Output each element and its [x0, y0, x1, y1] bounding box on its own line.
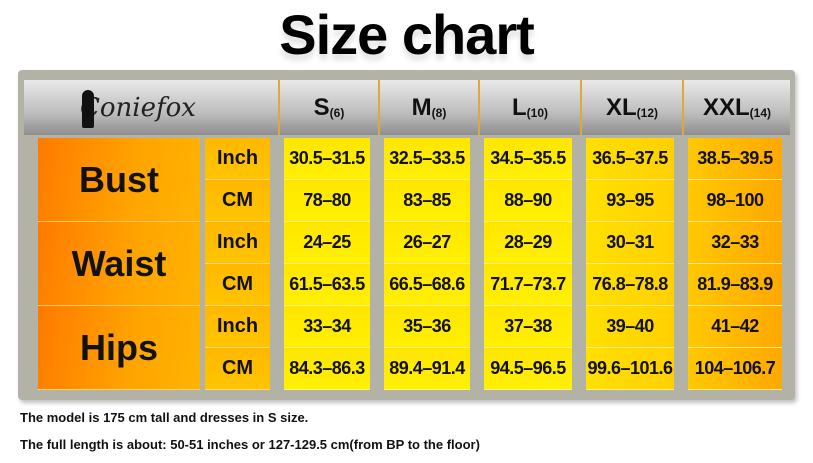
size-header-m: M (8) [378, 80, 478, 135]
value-cell: 66.5–68.6 [384, 264, 470, 306]
measure-hips: Hips [38, 306, 200, 390]
value-cell: 35–36 [384, 306, 470, 348]
size-label: M [411, 93, 432, 121]
value-cell: 38.5–39.5 [688, 138, 782, 180]
value-cell: 88–90 [484, 180, 572, 222]
value-cell: 37–38 [484, 306, 572, 348]
value-cell: 99.6–101.6 [586, 348, 674, 390]
value-cell: 89.4–91.4 [384, 348, 470, 390]
brand-name: Coniefox [80, 93, 196, 123]
length-note: The full length is about: 50-51 inches o… [20, 437, 480, 452]
size-header-s: S (6) [278, 80, 378, 135]
value-cell: 30–31 [586, 222, 674, 264]
size-label: S [313, 93, 330, 121]
value-cell: 24–25 [284, 222, 370, 264]
unit-inch: Inch [205, 306, 270, 348]
size-header-xxl: XXL (14) [682, 80, 790, 135]
value-cell: 41–42 [688, 306, 782, 348]
value-cell: 94.5–96.5 [484, 348, 572, 390]
model-note: The model is 175 cm tall and dresses in … [20, 410, 309, 425]
size-label: XXL [702, 93, 750, 121]
value-cell: 78–80 [284, 180, 370, 222]
value-cell: 104–106.7 [688, 348, 782, 390]
size-number: (10) [526, 105, 548, 120]
unit-cm: CM [205, 348, 270, 390]
value-cell: 71.7–73.7 [484, 264, 572, 306]
value-cell: 98–100 [688, 180, 782, 222]
size-header-xl: XL (12) [580, 80, 682, 135]
page-title: Size chart [279, 3, 535, 66]
unit-cm: CM [205, 264, 270, 306]
value-cell: 81.9–83.9 [688, 264, 782, 306]
value-cell: 34.5–35.5 [484, 138, 572, 180]
size-number: (14) [749, 105, 772, 120]
value-cell: 76.8–78.8 [586, 264, 674, 306]
size-label: XL [605, 93, 637, 121]
size-number: (12) [636, 105, 658, 120]
unit-cm: CM [205, 180, 270, 222]
measure-bust: Bust [38, 138, 200, 222]
unit-inch: Inch [205, 138, 270, 180]
value-cell: 28–29 [484, 222, 572, 264]
measure-waist: Waist [38, 222, 200, 306]
value-cell: 84.3–86.3 [284, 348, 370, 390]
value-cell: 30.5–31.5 [284, 138, 370, 180]
size-header-l: L (10) [478, 80, 580, 135]
size-number: (6) [329, 105, 345, 120]
size-label: L [511, 93, 527, 121]
size-number: (8) [431, 105, 447, 120]
value-cell: 26–27 [384, 222, 470, 264]
unit-inch: Inch [205, 222, 270, 264]
brand-logo: Coniefox [30, 84, 275, 132]
value-cell: 61.5–63.5 [284, 264, 370, 306]
value-cell: 93–95 [586, 180, 674, 222]
value-cell: 33–34 [284, 306, 370, 348]
value-cell: 32.5–33.5 [384, 138, 470, 180]
value-cell: 32–33 [688, 222, 782, 264]
value-cell: 39–40 [586, 306, 674, 348]
table-header [24, 80, 790, 135]
dress-figure-icon [82, 90, 94, 128]
value-cell: 83–85 [384, 180, 470, 222]
value-cell: 36.5–37.5 [586, 138, 674, 180]
